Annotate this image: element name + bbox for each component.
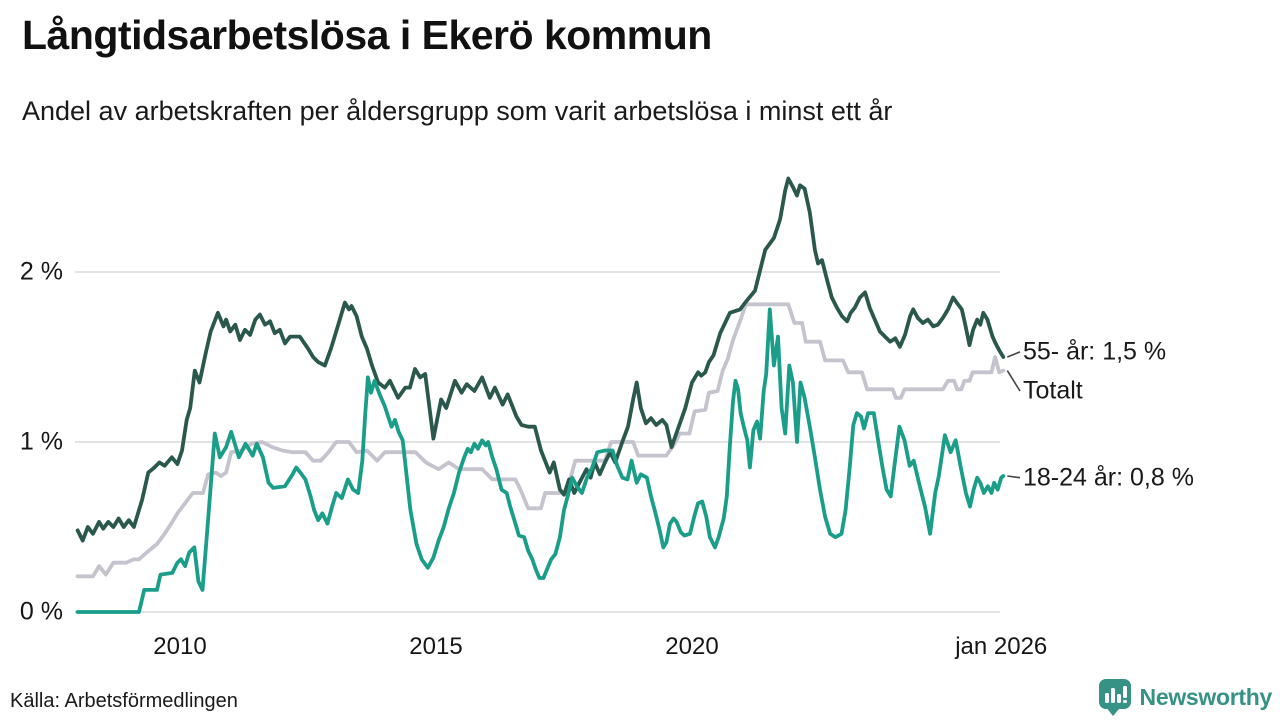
newsworthy-logo-text: Newsworthy [1139, 683, 1273, 710]
y-axis-tick-0: 0 % [19, 597, 63, 626]
annotation-18-24-år: 18-24 år: 0,8 % [1023, 463, 1194, 492]
x-axis-tick-2010: 2010 [153, 633, 207, 660]
newsworthy-pin-icon [1098, 679, 1131, 716]
annotation-leader-totalt [1006, 370, 1021, 392]
source-note: Källa: Arbetsförmedlingen [10, 690, 238, 712]
series-line-55-år [75, 176, 1006, 543]
series-line-18-24-år [75, 307, 1006, 614]
annotation-leader-18-24-år [1007, 475, 1021, 479]
x-axis-tick-jan-2026: jan 2026 [955, 633, 1048, 660]
x-axis-tick-2015: 2015 [409, 633, 463, 660]
chart-title: Långtidsarbetslösa i Ekerö kommun [22, 12, 712, 58]
y-axis-tick-1: 1 % [19, 427, 63, 456]
y-axis-tick-2: 2 % [19, 257, 63, 286]
series-line-totalt [75, 302, 1006, 579]
annotation-leader-55-år [1006, 351, 1021, 358]
chart-subtitle: Andel av arbetskraften per åldersgrupp s… [22, 96, 893, 126]
annotation-totalt: Totalt [1023, 376, 1083, 405]
x-axis-tick-2020: 2020 [665, 633, 719, 660]
annotation-55-år: 55- år: 1,5 % [1023, 337, 1167, 366]
newsworthy-logo: Newsworthy [1098, 678, 1272, 716]
